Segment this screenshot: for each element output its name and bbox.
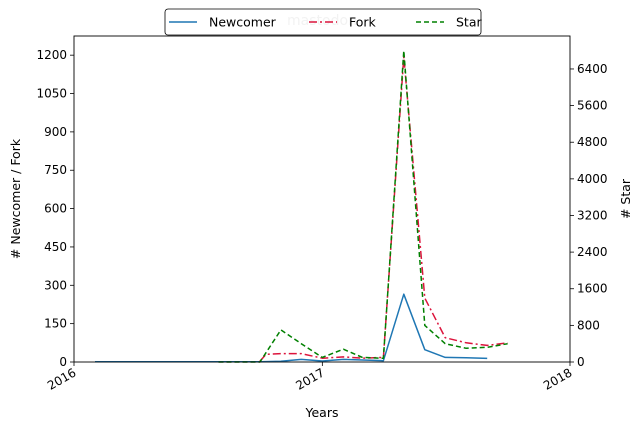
legend: Newcomer Fork Star xyxy=(164,8,482,36)
right-y-tick-label: 4000 xyxy=(577,172,608,186)
plot-lines xyxy=(95,49,508,363)
left-y-axis: 0 150 300 450 600 750 900 1050 1200 xyxy=(36,48,74,369)
left-y-axis-title: # Newcomer / Fork xyxy=(8,138,23,259)
left-y-tick-label: 600 xyxy=(44,202,67,216)
right-y-tick-label: 6400 xyxy=(577,62,608,76)
left-y-tick-label: 150 xyxy=(44,317,67,331)
right-y-tick-label: 800 xyxy=(577,318,600,332)
left-y-tick-label: 0 xyxy=(59,355,67,369)
legend-label-star: Star xyxy=(456,15,482,30)
right-y-tick-label: 1600 xyxy=(577,282,608,296)
left-y-tick-label: 300 xyxy=(44,278,67,292)
series-line-star xyxy=(218,49,508,363)
right-y-tick-label: 4800 xyxy=(577,135,608,149)
left-y-tick-label: 1050 xyxy=(36,87,67,101)
legend-label-fork: Fork xyxy=(349,15,377,30)
right-y-axis-title: # Star xyxy=(618,178,633,219)
x-tick-label: 2018 xyxy=(541,365,574,392)
legend-box xyxy=(164,8,482,36)
x-tick-label: 2016 xyxy=(45,365,78,392)
left-y-tick-label: 750 xyxy=(44,163,67,177)
x-axis: 2016 2017 2018 xyxy=(45,362,575,393)
plot-frame xyxy=(73,35,571,363)
x-axis-title: Years xyxy=(305,405,339,420)
right-y-tick-label: 0 xyxy=(577,355,585,369)
right-y-tick-label: 2400 xyxy=(577,245,608,259)
left-y-tick-label: 450 xyxy=(44,240,67,254)
left-y-tick-label: 1200 xyxy=(36,48,67,62)
left-y-tick-label: 900 xyxy=(44,125,67,139)
series-line-fork xyxy=(259,55,508,362)
right-y-tick-label: 3200 xyxy=(577,208,608,222)
x-tick-label: 2017 xyxy=(293,365,326,392)
right-y-axis: 0 800 1600 2400 3200 4000 4800 5600 6400 xyxy=(570,62,608,369)
right-y-tick-label: 5600 xyxy=(577,99,608,113)
legend-label-newcomer: Newcomer xyxy=(209,15,277,30)
